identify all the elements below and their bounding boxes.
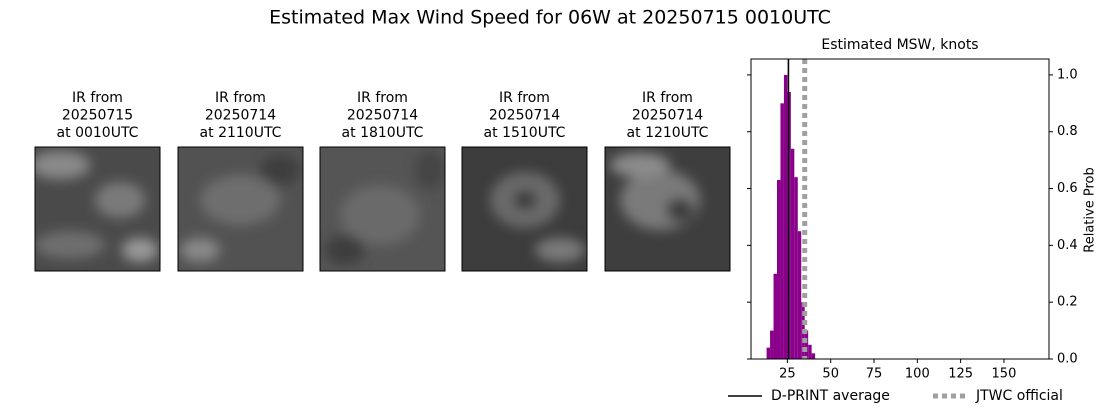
bar [794, 177, 798, 359]
panel-caption: at 1210UTC [627, 125, 709, 141]
y-tick-label: 0.0 [1057, 352, 1078, 367]
panel-caption: IR from [357, 90, 408, 106]
figure-title: Estimated Max Wind Speed for 06W at 2025… [269, 7, 831, 29]
bar [797, 231, 802, 359]
plot-frame [750, 58, 1050, 360]
bar [770, 330, 774, 359]
bar [808, 344, 812, 359]
panel-frame [177, 146, 304, 272]
ir-image [320, 147, 445, 271]
panel-caption: 20250714 [205, 108, 276, 124]
panel-caption: at 1810UTC [342, 125, 424, 141]
panel-caption: IR from [499, 90, 550, 106]
panel-caption: 20250715 [62, 108, 133, 124]
panel-caption: 20250714 [632, 108, 703, 124]
bar [776, 180, 781, 359]
y-tick-label: 0.2 [1057, 295, 1078, 310]
panel-caption: 20250714 [347, 108, 418, 124]
bar [783, 74, 788, 359]
x-tick-label: 100 [905, 367, 930, 382]
ir-image [178, 147, 303, 271]
y-tick-label: 0.8 [1057, 124, 1078, 139]
panel-caption: IR from [72, 90, 123, 106]
chart-title: Estimated MSW, knots [821, 37, 978, 53]
panel-frame [319, 146, 446, 272]
panel-frame [604, 146, 731, 272]
legend-label: JTWC official [975, 388, 1063, 404]
y-tick-label: 0.4 [1057, 238, 1078, 253]
panel-caption: at 2110UTC [200, 125, 282, 141]
ir-image [35, 147, 160, 271]
ir-image [605, 147, 730, 271]
panel-frame [34, 146, 161, 272]
bar [773, 273, 777, 359]
x-tick-label: 125 [948, 367, 973, 382]
panel-caption: at 0010UTC [57, 125, 139, 141]
bar [804, 330, 809, 359]
x-tick-label: 50 [822, 367, 839, 382]
panel-caption: IR from [642, 90, 693, 106]
y-tick-label: 1.0 [1057, 67, 1078, 82]
legend-label: D-PRINT average [771, 388, 890, 404]
x-tick-label: 75 [866, 367, 883, 382]
x-tick-label: 25 [779, 367, 796, 382]
x-tick-label: 150 [992, 367, 1017, 382]
bar [790, 148, 795, 359]
panel-caption: 20250714 [489, 108, 560, 124]
panel-caption: at 1510UTC [484, 125, 566, 141]
y-axis-label: Relative Prob [1083, 167, 1098, 252]
bar [811, 353, 816, 359]
ir-image [462, 147, 587, 271]
panel-caption: IR from [215, 90, 266, 106]
bar [766, 347, 771, 359]
bar [780, 103, 784, 360]
y-tick-label: 0.6 [1057, 181, 1078, 196]
panel-frame [461, 146, 588, 272]
